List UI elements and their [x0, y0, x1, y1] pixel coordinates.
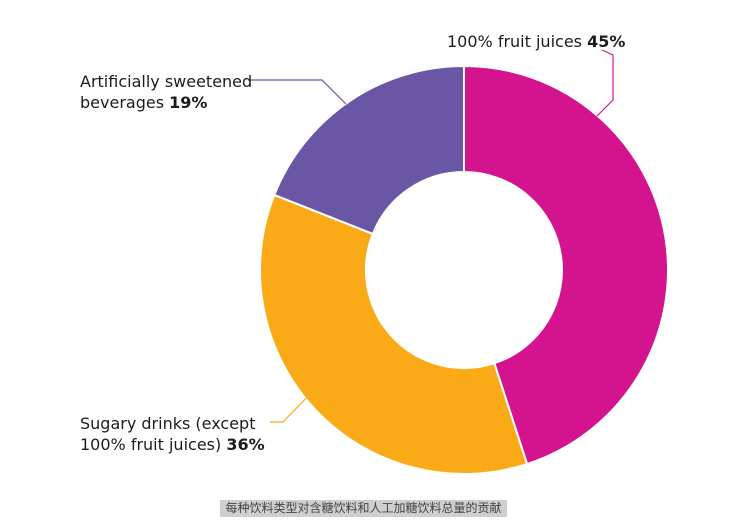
slice-artificially-sweetened-beverages: [273, 64, 465, 236]
slice-label-artificially-sweetened-line1: Artificially sweetened: [80, 72, 253, 91]
slice-100-fruit-juices: [463, 64, 669, 466]
slice-label-fruit-juices-name: 100% fruit juices: [447, 32, 582, 51]
slice-sugary-drinks-except-100-fruit-juices: [259, 193, 529, 475]
chart-caption: 每种饮料类型对含糖饮料和人工加糖饮料总量的贡献: [220, 500, 507, 517]
donut-slices: [259, 64, 669, 475]
slice-label-sugary-drinks-line2: 100% fruit juices) 36%: [80, 434, 265, 455]
leader-line-fruit-juices: [596, 49, 614, 117]
slice-label-fruit-juices-percent: 45%: [587, 32, 626, 51]
slice-label-sugary-drinks: Sugary drinks (except 100% fruit juices)…: [80, 413, 265, 455]
slice-label-fruit-juices: 100% fruit juices 45%: [447, 31, 625, 52]
slice-label-artificially-sweetened-percent: 19%: [169, 93, 208, 112]
slice-label-artificially-sweetened-line2: beverages 19%: [80, 92, 252, 113]
leader-line-sugary-drinks: [270, 387, 317, 423]
slice-label-artificially-sweetened-name: beverages: [80, 93, 165, 112]
slice-label-sugary-drinks-line1: Sugary drinks (except: [80, 414, 256, 433]
slice-label-sugary-drinks-percent: 36%: [226, 435, 265, 454]
leader-line-artificially-sweetened: [248, 79, 347, 105]
leader-lines: [248, 49, 614, 423]
slice-label-sugary-drinks-name: 100% fruit juices): [80, 435, 222, 454]
slice-label-artificially-sweetened: Artificially sweetened beverages 19%: [80, 71, 252, 113]
